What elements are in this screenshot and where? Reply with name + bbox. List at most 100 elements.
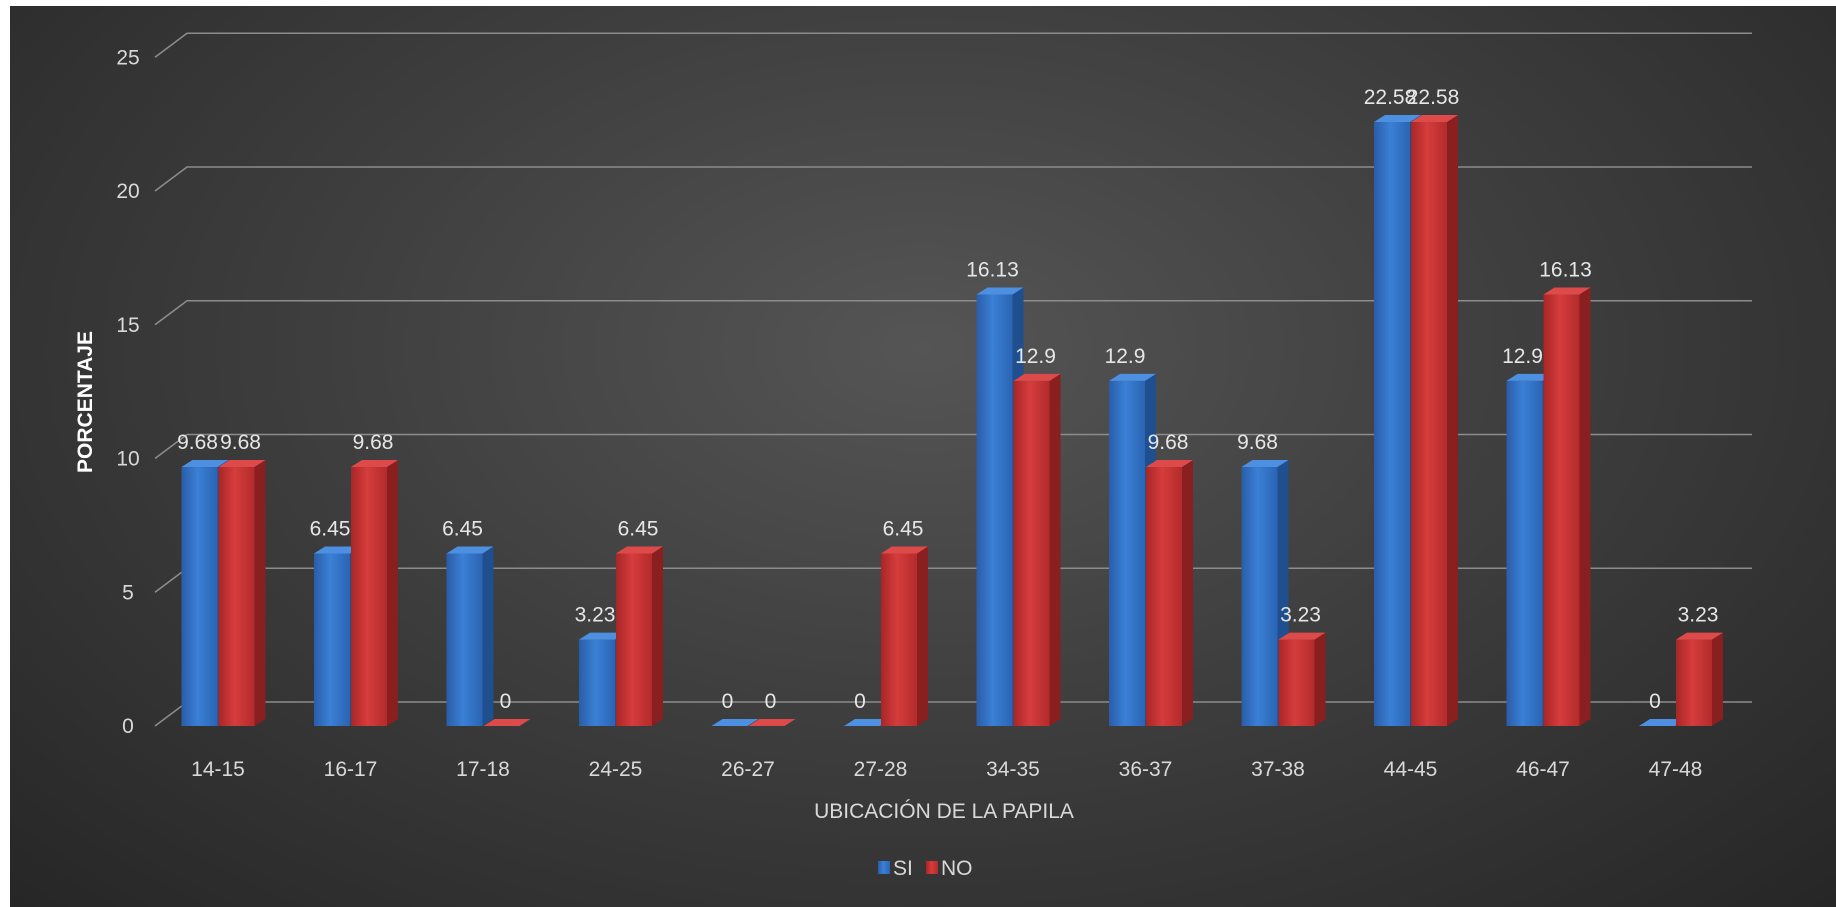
bar-side [254,460,266,726]
bar-top [1543,287,1591,295]
data-label-si: 0 [722,690,734,713]
bar-front [976,294,1013,726]
bar-top [1109,373,1156,381]
gridline [154,433,1752,460]
x-tick-label: 47-48 [1649,758,1703,781]
bar-no-37-38 [1278,632,1326,726]
bar-no-16-17 [351,460,398,726]
bar-top [579,632,626,640]
bar-top [1241,460,1289,468]
bar-front [314,553,350,726]
bar-no-47-48 [1676,632,1723,726]
bar-front [1146,467,1182,726]
gridline [154,166,1752,192]
y-tick-label: 25 [116,46,139,69]
bar-side [1049,373,1061,726]
bar-top [1374,114,1421,122]
x-tick-label: 26-27 [721,758,775,781]
bar-front [1013,380,1050,726]
data-label-si: 6.45 [442,517,483,540]
bar-front [351,467,387,726]
bar-side [917,546,928,726]
bar-front [1241,467,1278,726]
data-label-si: 9.68 [177,431,218,454]
bar-side [1447,114,1458,727]
gridlines [154,32,1752,727]
y-tick-label: 20 [116,180,139,203]
bar-front [1506,380,1543,726]
bar-top [446,546,494,554]
bar-si-47-48 [1639,719,1686,726]
x-tick-label: 27-28 [854,758,908,781]
bar-no-46-47 [1543,287,1591,726]
bar-no-14-15 [218,460,266,726]
bar-top [844,719,891,726]
bar-front [616,553,652,726]
x-tick-label: 34-35 [986,758,1040,781]
legend-swatch-no [926,861,938,874]
y-axis-ticks: 0 5 10 15 20 25 [116,46,139,738]
bar-no-17-18 [483,719,531,726]
bar-top [1146,460,1193,468]
x-tick-label: 24-25 [589,758,643,781]
bar-front [1374,121,1410,727]
bar-si-46-47 [1506,373,1554,726]
data-label-no: 9.68 [220,431,261,454]
data-label-si: 6.45 [310,517,351,540]
legend-item-si: SI [878,857,913,880]
bar-front [181,467,218,726]
data-label-si: 12.9 [1502,345,1543,368]
bar-top [881,546,928,554]
bar-front [1109,380,1145,726]
bar-no-44-45 [1411,114,1458,727]
x-tick-label: 37-38 [1251,758,1305,781]
bar-no-27-28 [881,546,928,726]
legend-item-no: NO [926,857,973,880]
bar-top [351,460,398,468]
data-label-si: 0 [854,690,866,713]
bar-front [1676,639,1712,726]
data-label-no: 3.23 [1280,604,1321,627]
data-label-si: 12.9 [1105,345,1146,368]
legend-label-no: NO [941,857,973,880]
bar-side [1314,632,1326,726]
bar-front [1278,639,1315,726]
data-label-si: 3.23 [575,604,616,627]
data-label-no: 16.13 [1539,259,1592,282]
bar-front [218,467,255,726]
y-tick-label: 0 [122,715,134,738]
legend-swatch-si [878,861,890,874]
data-label-si: 9.68 [1237,431,1278,454]
bar-si-17-18 [446,546,494,726]
bar-front [881,553,917,726]
bar-front [446,553,483,726]
bars [181,114,1723,727]
data-label-si: 16.13 [966,259,1019,282]
bar-side [482,546,494,726]
bar-top [314,546,361,554]
y-axis-title: PORCENTAJE [74,331,97,473]
data-label-no: 0 [500,690,512,713]
bar-top [1013,373,1061,381]
bar-top [1506,373,1554,381]
data-label-no: 6.45 [883,517,924,540]
data-label-no: 6.45 [618,517,659,540]
data-label-no: 22.58 [1407,86,1460,109]
bar-top [483,719,531,726]
bar-top [218,460,266,468]
x-axis-title: UBICACIÓN DE LA PAPILA [814,800,1074,823]
bar-side [387,460,398,726]
x-tick-label: 44-45 [1384,758,1438,781]
gridline [154,32,1752,58]
bar-top [1676,632,1723,640]
bar-top [748,719,796,726]
legend-label-si: SI [893,857,913,880]
bar-no-36-37 [1146,460,1193,726]
bar-top [976,287,1024,295]
data-label-no: 9.68 [1148,431,1189,454]
x-tick-label: 36-37 [1119,758,1173,781]
chart-frame: 0 5 10 15 20 25 9.68 9.68 6.45 9.68 6.45 0 3.23 6.45… [10,6,1836,907]
bar-side [652,546,663,726]
